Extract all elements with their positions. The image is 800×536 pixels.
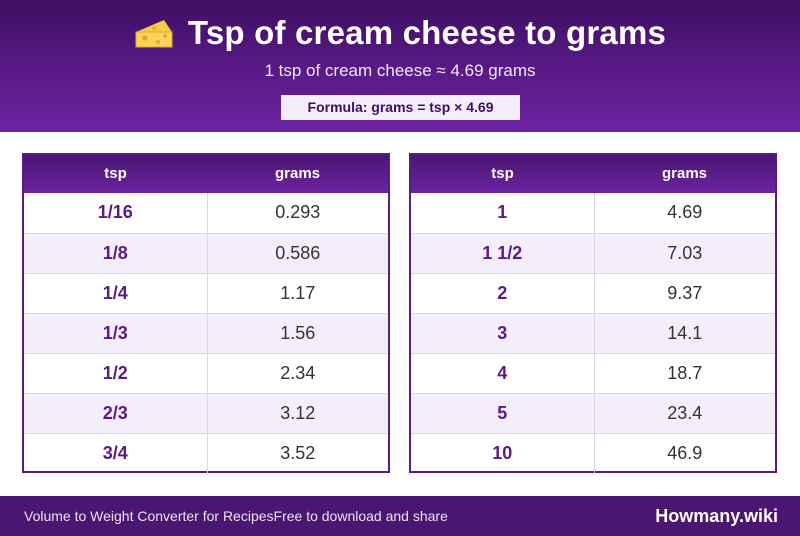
grams-cell: 0.293 [275, 202, 321, 222]
tsp-cell: 2/3 [24, 394, 208, 433]
grams-cell: 46.9 [667, 443, 703, 463]
column-header-grams: grams [274, 165, 321, 182]
grams-cell: 2.34 [280, 363, 316, 383]
table-row: 1/3 1.56 [24, 313, 388, 353]
tsp-cell: 3 [411, 314, 595, 353]
formula-badge: Formula: grams = tsp × 4.69 [281, 95, 520, 120]
tsp-cell: 5 [411, 394, 595, 433]
table-header: tsp grams [411, 155, 775, 193]
grams-cell: 0.586 [275, 243, 321, 263]
tsp-cell: 1/3 [24, 314, 208, 353]
grams-cell: 18.7 [667, 363, 703, 383]
table-header: tsp grams [24, 155, 388, 193]
grams-cell: 1.56 [280, 323, 316, 343]
tsp-cell: 1/16 [24, 193, 208, 233]
column-header-tsp: tsp [491, 165, 514, 182]
footer-tagline: Volume to Weight Converter for RecipesFr… [24, 508, 448, 524]
table-row: 10 46.9 [411, 433, 775, 473]
table-row: 1/2 2.34 [24, 353, 388, 393]
table-row: 1 1/2 7.03 [411, 233, 775, 273]
column-header-tsp: tsp [104, 165, 127, 182]
grams-cell: 3.12 [280, 403, 316, 423]
table-row: 4 18.7 [411, 353, 775, 393]
table-body: 1/16 0.293 1/8 0.586 1/4 1.17 1/3 1.56 1… [24, 193, 388, 473]
tsp-cell: 1/2 [24, 354, 208, 393]
footer-brand: Howmany.wiki [655, 506, 778, 526]
table-row: 1/4 1.17 [24, 273, 388, 313]
tsp-cell: 2 [411, 274, 595, 313]
table-row: 3 14.1 [411, 313, 775, 353]
conversion-table-left: tsp grams 1/16 0.293 1/8 0.586 1/4 1.17 … [22, 153, 390, 473]
tsp-cell: 1 1/2 [411, 234, 595, 273]
tsp-cell: 1/4 [24, 274, 208, 313]
page-subtitle: 1 tsp of cream cheese ≈ 4.69 grams [264, 61, 536, 80]
table-row: 3/4 3.52 [24, 433, 388, 473]
title-row: Tsp of cream cheese to grams [0, 14, 800, 52]
table-row: 2/3 3.12 [24, 393, 388, 433]
table-body: 1 4.69 1 1/2 7.03 2 9.37 3 14.1 4 18.7 5… [411, 193, 775, 473]
table-row: 5 23.4 [411, 393, 775, 433]
header-banner: Tsp of cream cheese to grams 1 tsp of cr… [0, 0, 800, 132]
grams-cell: 14.1 [667, 323, 703, 343]
table-row: 1 4.69 [411, 193, 775, 233]
grams-cell: 1.17 [280, 283, 316, 303]
cheese-icon [135, 20, 173, 48]
table-row: 2 9.37 [411, 273, 775, 313]
tsp-cell: 3/4 [24, 434, 208, 473]
tsp-cell: 1/8 [24, 234, 208, 273]
column-header-grams: grams [661, 165, 708, 182]
tsp-cell: 10 [411, 434, 595, 473]
grams-cell: 23.4 [667, 403, 703, 423]
tsp-cell: 1 [411, 193, 595, 233]
grams-cell: 7.03 [667, 243, 703, 263]
page-title: Tsp of cream cheese to grams [187, 14, 667, 51]
grams-cell: 9.37 [667, 283, 703, 303]
footer-bar: Volume to Weight Converter for RecipesFr… [0, 496, 800, 536]
grams-cell: 4.69 [667, 202, 703, 222]
table-row: 1/8 0.586 [24, 233, 388, 273]
tsp-cell: 4 [411, 354, 595, 393]
conversion-table-right: tsp grams 1 4.69 1 1/2 7.03 2 9.37 3 14.… [409, 153, 777, 473]
grams-cell: 3.52 [280, 443, 316, 463]
table-row: 1/16 0.293 [24, 193, 388, 233]
